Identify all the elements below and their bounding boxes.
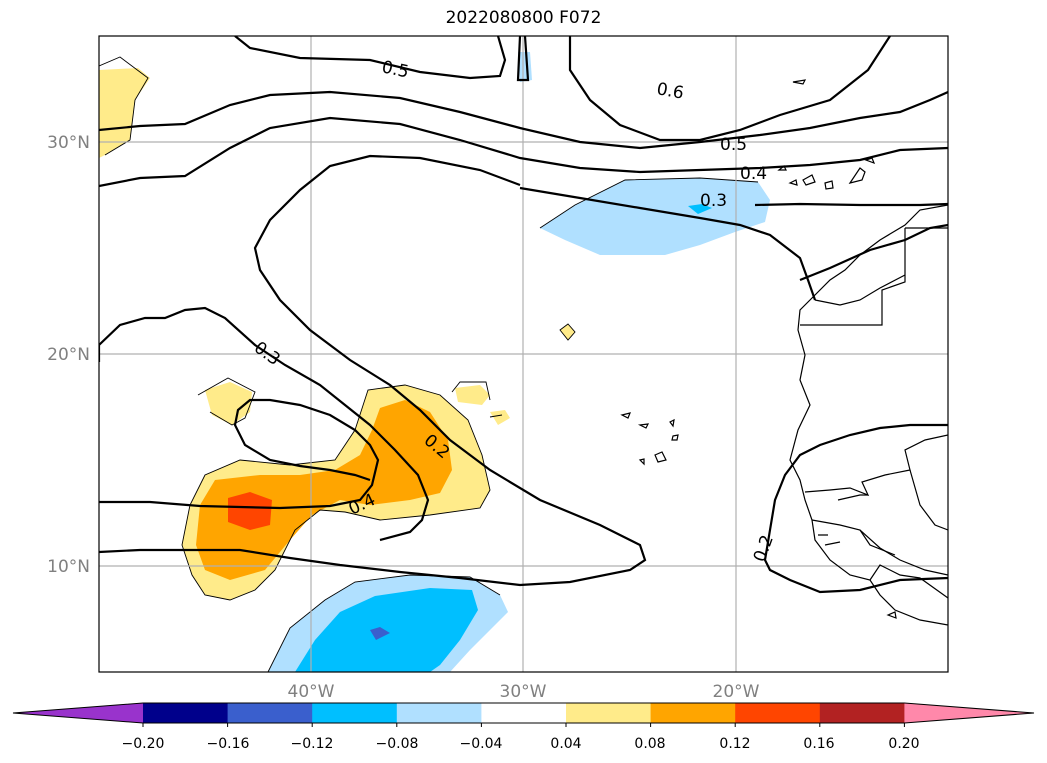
- colorbar-tick-label: −0.04: [460, 736, 503, 752]
- lat-label-10n: 10°N: [47, 557, 90, 577]
- colorbar-segment: [396, 703, 482, 723]
- contour-label: 0.5: [720, 135, 747, 155]
- contour-label: 0.4: [740, 164, 767, 184]
- colorbar-segment: [143, 703, 229, 723]
- contour-label: 0.6: [655, 79, 685, 103]
- colorbar-tick-label: −0.12: [291, 736, 334, 752]
- contour-label: 0.5: [380, 57, 411, 82]
- colorbar-tick-label: −0.08: [376, 736, 419, 752]
- colorbar: [12, 702, 1035, 727]
- contour-label: 0.3: [700, 191, 727, 211]
- lon-label-20w: 20°W: [713, 682, 760, 702]
- colorbar-tick-label: 0.12: [719, 736, 750, 752]
- colorbar-tick-label: −0.16: [207, 736, 250, 752]
- shading-cyan: [295, 204, 712, 672]
- shading-lightblue: [268, 52, 770, 672]
- colorbar-segment: [481, 703, 567, 723]
- shading-red: [228, 492, 272, 530]
- lon-label-40w: 40°W: [288, 682, 335, 702]
- map-area: 0.5 0.6 0.5 0.4 0.3 0.3 0.2 0.4 0.2: [99, 36, 948, 672]
- contour-lines: [99, 36, 948, 594]
- colorbar-tick-label: −0.20: [122, 736, 165, 752]
- lat-label-20n: 20°N: [47, 345, 90, 365]
- map-frame: [98, 35, 949, 673]
- colorbar-segment: [819, 703, 905, 723]
- colorbar-segment: [650, 703, 736, 723]
- colorbar-tick-label: 0.20: [888, 736, 919, 752]
- shading-orange: [196, 400, 452, 580]
- colorbar-ticks: −0.20 −0.16 −0.12 −0.08 −0.04 0.04 0.08 …: [122, 736, 920, 752]
- contour-label: 0.2: [750, 532, 778, 564]
- colorbar-extend-high: [904, 703, 1034, 723]
- colorbar-extend-low: [13, 703, 143, 723]
- colorbar-tick-label: 0.04: [550, 736, 581, 752]
- coastlines: [620, 79, 948, 626]
- colorbar-tick-label: 0.08: [634, 736, 665, 752]
- lon-label-30w: 30°W: [500, 682, 547, 702]
- colorbar-segment: [566, 703, 652, 723]
- shading-yellow: [99, 68, 575, 600]
- lat-label-30n: 30°N: [47, 133, 90, 153]
- shading-blue: [370, 627, 390, 640]
- colorbar-segment: [227, 703, 313, 723]
- contour-label: 0.3: [250, 338, 284, 370]
- latitude-labels: 30°N 20°N 10°N: [47, 133, 90, 577]
- colorbar-segment: [735, 703, 821, 723]
- colorbar-segment: [312, 703, 398, 723]
- colorbar-tick-label: 0.16: [803, 736, 834, 752]
- plot-title: 2022080800 F072: [445, 8, 602, 28]
- longitude-labels: 40°W 30°W 20°W: [288, 682, 760, 702]
